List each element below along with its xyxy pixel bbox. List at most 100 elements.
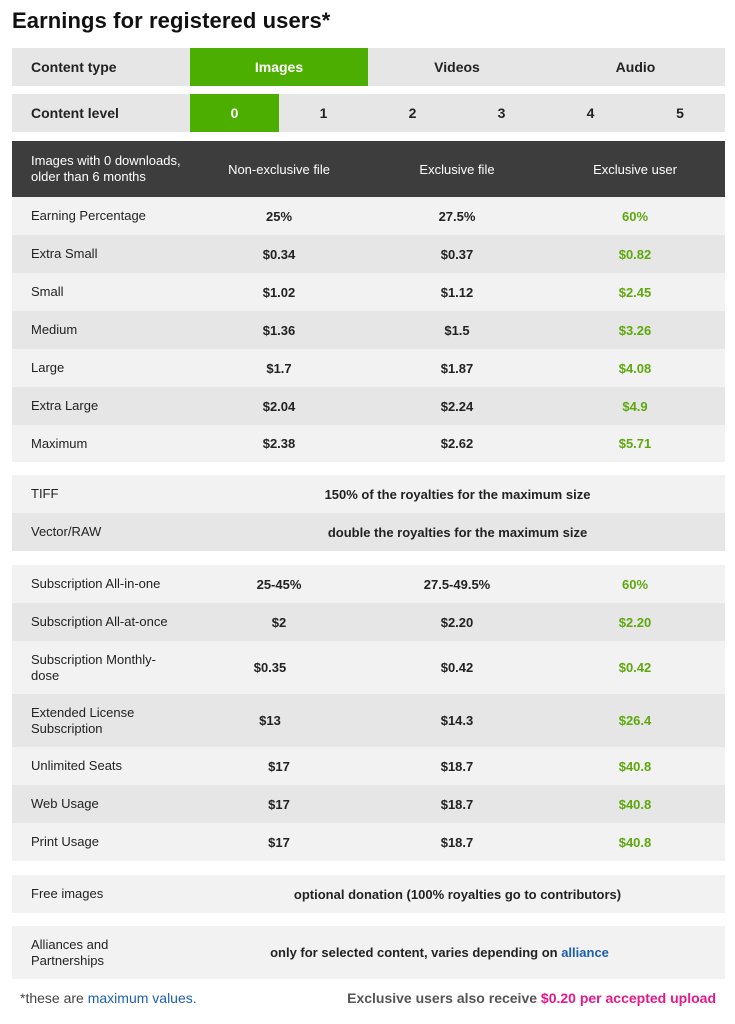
cell-non-exclusive: $1.36: [262, 322, 296, 338]
level-5-button[interactable]: 5: [676, 105, 684, 121]
cell-exclusive-file: 27.5-49.5%: [423, 576, 491, 592]
row-label: Vector/RAW: [31, 524, 102, 539]
cell-non-exclusive: $2: [271, 614, 287, 630]
table-row: Web Usage $17 $18.7 $40.8: [12, 785, 725, 823]
row-label: Subscription All-in-one: [31, 576, 161, 591]
table-row: Maximum $2.38 $2.62 $5.71: [12, 425, 725, 462]
free-images-value: optional donation (100% royalties go to …: [293, 886, 622, 902]
table-row: Large $1.7 $1.87 $4.08: [12, 349, 725, 387]
header-exclusive-file: Exclusive file: [419, 161, 495, 177]
table-row: Subscription All-in-one 25-45% 27.5-49.5…: [12, 565, 725, 603]
cell-exclusive-file: $1.12: [440, 284, 474, 300]
table-row: Small $1.02 $1.12 $2.45: [12, 273, 725, 311]
cell-exclusive-user: $40.8: [618, 834, 652, 850]
exclusive-bonus-note: Exclusive users also receive $0.20 per a…: [347, 990, 716, 1006]
header-non-exclusive: Non-exclusive file: [228, 161, 330, 177]
cell-exclusive-file: $2.20: [440, 614, 474, 630]
row-label: Extra Small: [31, 246, 98, 261]
cell-non-exclusive: $17: [268, 796, 290, 812]
cell-non-exclusive: $1.7: [266, 360, 292, 376]
content-level-label: Content level: [31, 105, 119, 121]
cell-exclusive-user: $5.71: [618, 436, 652, 451]
cell-exclusive-user: $3.26: [618, 322, 652, 338]
table-row: Vector/RAW double the royalties for the …: [12, 513, 725, 551]
cell-exclusive-file: $18.7: [440, 796, 474, 812]
cell-exclusive-user: $4.08: [618, 360, 652, 376]
tab-images[interactable]: Images: [190, 48, 368, 86]
row-label: Web Usage: [31, 796, 99, 811]
table-row: Unlimited Seats $17 $18.7 $40.8: [12, 747, 725, 785]
table-row: Earning Percentage 25% 27.5% 60%: [12, 197, 725, 235]
cell-exclusive-file: 27.5%: [438, 208, 476, 224]
header-exclusive-user: Exclusive user: [593, 161, 677, 177]
cell-exclusive-user: $2.20: [618, 614, 652, 630]
cell-exclusive-file: $1.87: [440, 360, 474, 376]
cell-non-exclusive: 25-45%: [256, 576, 302, 592]
cell-non-exclusive: $1.02: [262, 284, 296, 300]
cell-exclusive-user: $0.42: [618, 660, 652, 675]
row-span-value: double the royalties for the maximum siz…: [327, 524, 588, 540]
cell-non-exclusive: $0.35: [253, 660, 287, 675]
cell-exclusive-user: 60%: [621, 208, 649, 224]
header-description: Images with 0 downloads, older than 6 mo…: [31, 153, 181, 184]
cell-non-exclusive: 25%: [265, 208, 293, 224]
table-row: Subscription All-at-once $2 $2.20 $2.20: [12, 603, 725, 641]
row-label: Subscription All-at-once: [31, 614, 168, 629]
row-span-value: 150% of the royalties for the maximum si…: [324, 486, 591, 502]
cell-exclusive-user: $0.82: [618, 246, 652, 262]
row-label: Extra Large: [31, 398, 99, 413]
cell-non-exclusive: $17: [268, 758, 290, 774]
bonus-text: Exclusive users also receive: [347, 990, 541, 1006]
table-row: Print Usage $17 $18.7 $40.8: [12, 823, 725, 861]
table-row: Medium $1.36 $1.5 $3.26: [12, 311, 725, 349]
row-label: Alliances and Partnerships: [31, 936, 109, 968]
table-row: Extra Large $2.04 $2.24 $4.9: [12, 387, 725, 425]
table-header: Images with 0 downloads, older than 6 mo…: [12, 141, 725, 197]
alliances-value-text: only for selected content, varies depend…: [270, 945, 562, 960]
table-row: Subscription Monthly-dose $0.35 $0.42 $0…: [12, 641, 725, 694]
level-0-button[interactable]: 0: [190, 94, 279, 132]
tab-audio[interactable]: Audio: [615, 59, 656, 75]
alliances-row: Alliances and Partnerships only for sele…: [12, 926, 725, 979]
row-label: Large: [31, 360, 65, 375]
footnote: *these are maximum values.: [20, 990, 197, 1006]
cell-exclusive-file: $1.5: [444, 322, 470, 338]
content-level-selector: Content level 0 1 2 3 4 5: [12, 94, 725, 132]
cell-exclusive-user: $26.4: [618, 713, 652, 728]
cell-exclusive-user: $4.9: [622, 398, 648, 414]
level-4-button[interactable]: 4: [586, 105, 595, 121]
tab-videos[interactable]: Videos: [434, 59, 480, 75]
row-label: Free images: [31, 886, 104, 901]
cell-non-exclusive: $0.34: [262, 246, 296, 262]
row-label: Earning Percentage: [31, 208, 146, 223]
level-2-button[interactable]: 2: [408, 105, 417, 121]
bonus-highlight: $0.20 per accepted upload: [540, 990, 716, 1006]
level-3-button[interactable]: 3: [497, 105, 506, 121]
cell-exclusive-file: $18.7: [440, 834, 474, 850]
row-label: Unlimited Seats: [31, 758, 123, 773]
row-label: Subscription Monthly-dose: [31, 651, 156, 683]
cell-non-exclusive: $2.04: [262, 398, 296, 414]
row-label: Small: [31, 284, 64, 299]
cell-non-exclusive: $17: [268, 834, 290, 850]
cell-exclusive-user: $2.45: [618, 284, 652, 300]
table-row: TIFF 150% of the royalties for the maxim…: [12, 475, 725, 513]
cell-exclusive-user: $40.8: [618, 796, 652, 812]
table-row: Extended License Subscription $13 $14.3 …: [12, 694, 725, 747]
cell-exclusive-user: 60%: [621, 576, 649, 592]
maximum-values-link[interactable]: maximum values.: [87, 990, 197, 1006]
row-label: TIFF: [31, 486, 59, 501]
row-label: Extended License Subscription: [31, 704, 135, 736]
page-title: Earnings for registered users*: [12, 8, 331, 33]
cell-exclusive-file: $0.37: [440, 246, 474, 262]
cell-exclusive-file: $2.24: [440, 398, 474, 414]
alliances-value: only for selected content, varies depend…: [154, 945, 725, 960]
row-label: Print Usage: [31, 834, 99, 849]
footnote-text: *these are: [20, 990, 88, 1006]
cell-exclusive-user: $40.8: [618, 758, 652, 774]
cell-exclusive-file: $14.3: [440, 713, 474, 728]
level-1-button[interactable]: 1: [319, 105, 328, 121]
cell-exclusive-file: $2.62: [440, 436, 474, 451]
alliance-link[interactable]: alliance: [561, 945, 609, 960]
row-label: Medium: [31, 322, 78, 337]
